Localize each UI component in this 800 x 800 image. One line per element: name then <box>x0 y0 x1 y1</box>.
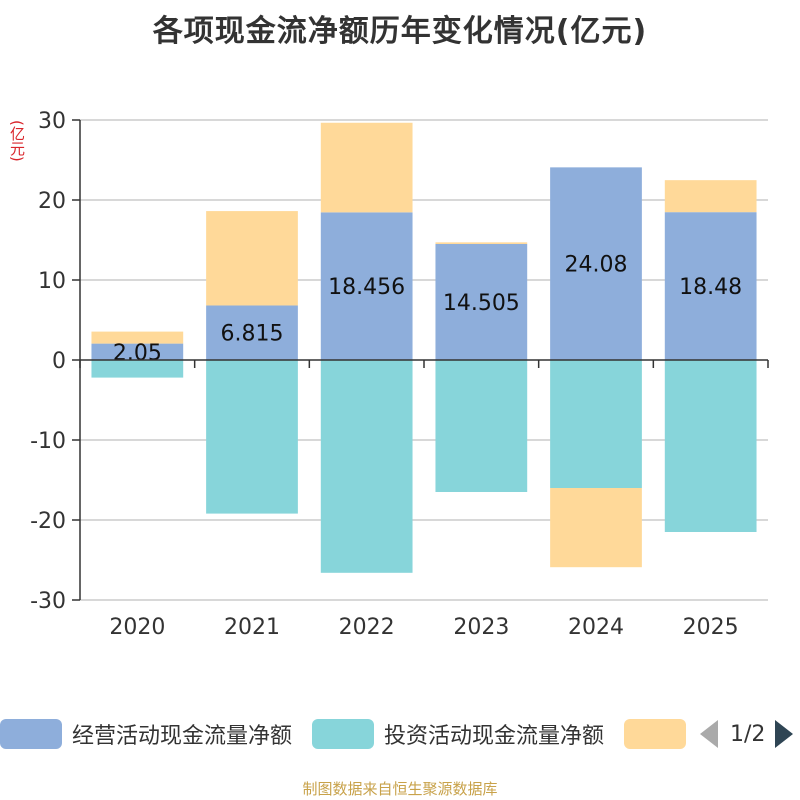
y-tick-label: 20 <box>38 189 66 214</box>
bars <box>91 122 757 573</box>
bar-2021-series-2 <box>206 211 298 306</box>
legend-item-operating[interactable]: 经营活动现金流量净额 <box>0 718 292 750</box>
legend-prev-arrow-icon[interactable] <box>700 720 718 748</box>
data-label: 18.456 <box>328 275 405 300</box>
bar-2023-series-0 <box>435 243 528 360</box>
axes: 30 20 10 0 -10 -20 -30 2020 2021 2022 2023 2024 2025 <box>30 109 769 640</box>
x-tick-label: 2022 <box>339 615 395 640</box>
bar-2025-series-0 <box>664 212 757 360</box>
legend: 经营活动现金流量净额 投资活动现金流量净额 <box>0 716 716 752</box>
data-label: 18.48 <box>679 275 742 300</box>
legend-page-indicator: 1/2 <box>730 721 766 747</box>
bar-2021-series-0 <box>206 305 298 360</box>
bar-2025-series-2 <box>664 180 757 213</box>
legend-swatch-operating <box>0 719 62 749</box>
x-tick-label: 2023 <box>453 615 509 640</box>
x-tick-label: 2021 <box>224 615 280 640</box>
legend-swatch-investing <box>312 719 375 749</box>
legend-item-investing[interactable]: 投资活动现金流量净额 <box>312 718 604 750</box>
x-tick-label: 2020 <box>109 615 165 640</box>
bar-2023-series-2 <box>435 242 528 244</box>
data-label: 14.505 <box>443 291 520 316</box>
y-tick-label: -20 <box>30 509 66 534</box>
bar-2022-series-0 <box>320 212 413 360</box>
bar-2022-series-1 <box>320 360 413 573</box>
bar-2024-series-1 <box>550 360 642 488</box>
bar-2020-series-0 <box>91 343 184 360</box>
legend-next-arrow-icon[interactable] <box>775 720 794 748</box>
y-axis-unit-label: (亿元) <box>8 120 26 162</box>
bar-2021-series-1 <box>206 360 298 514</box>
data-label: 6.815 <box>221 322 284 347</box>
legend-label-investing: 投资活动现金流量净额 <box>384 724 605 749</box>
bar-2020-series-1 <box>91 360 184 378</box>
data-source-note: 制图数据来自恒生聚源数据库 <box>302 780 498 798</box>
data-label: 24.08 <box>565 253 628 278</box>
bar-2023-series-1 <box>435 360 528 492</box>
bar-2024-series-0 <box>550 167 642 360</box>
legend-label-operating: 经营活动现金流量净额 <box>72 724 293 749</box>
y-tick-label: 10 <box>38 269 66 294</box>
legend-item-third[interactable] <box>624 719 696 749</box>
legend-swatch-third <box>624 719 687 749</box>
grid-lines <box>80 119 768 601</box>
chart-title: 各项现金流净额历年变化情况(亿元) <box>152 14 648 49</box>
bar-2020-series-2 <box>91 331 184 344</box>
y-tick-label: -30 <box>30 589 66 614</box>
data-label: 2.05 <box>113 341 162 366</box>
x-tick-label: 2025 <box>683 615 739 640</box>
legend-pager: 1/2 <box>700 716 794 752</box>
bar-2022-series-2 <box>320 122 413 213</box>
y-tick-label: 0 <box>52 349 66 374</box>
data-labels: 2.05 6.815 18.456 14.505 24.08 18.48 <box>113 253 742 366</box>
x-tick-label: 2024 <box>568 615 624 640</box>
bar-chart-plot: 2.05 6.815 18.456 14.505 24.08 18.48 30 20 10 0 -… <box>30 109 769 640</box>
bar-2024-series-2 <box>550 488 642 568</box>
y-tick-label: -10 <box>30 429 66 454</box>
y-tick-label: 30 <box>38 109 66 134</box>
bar-2025-series-1 <box>664 360 757 532</box>
